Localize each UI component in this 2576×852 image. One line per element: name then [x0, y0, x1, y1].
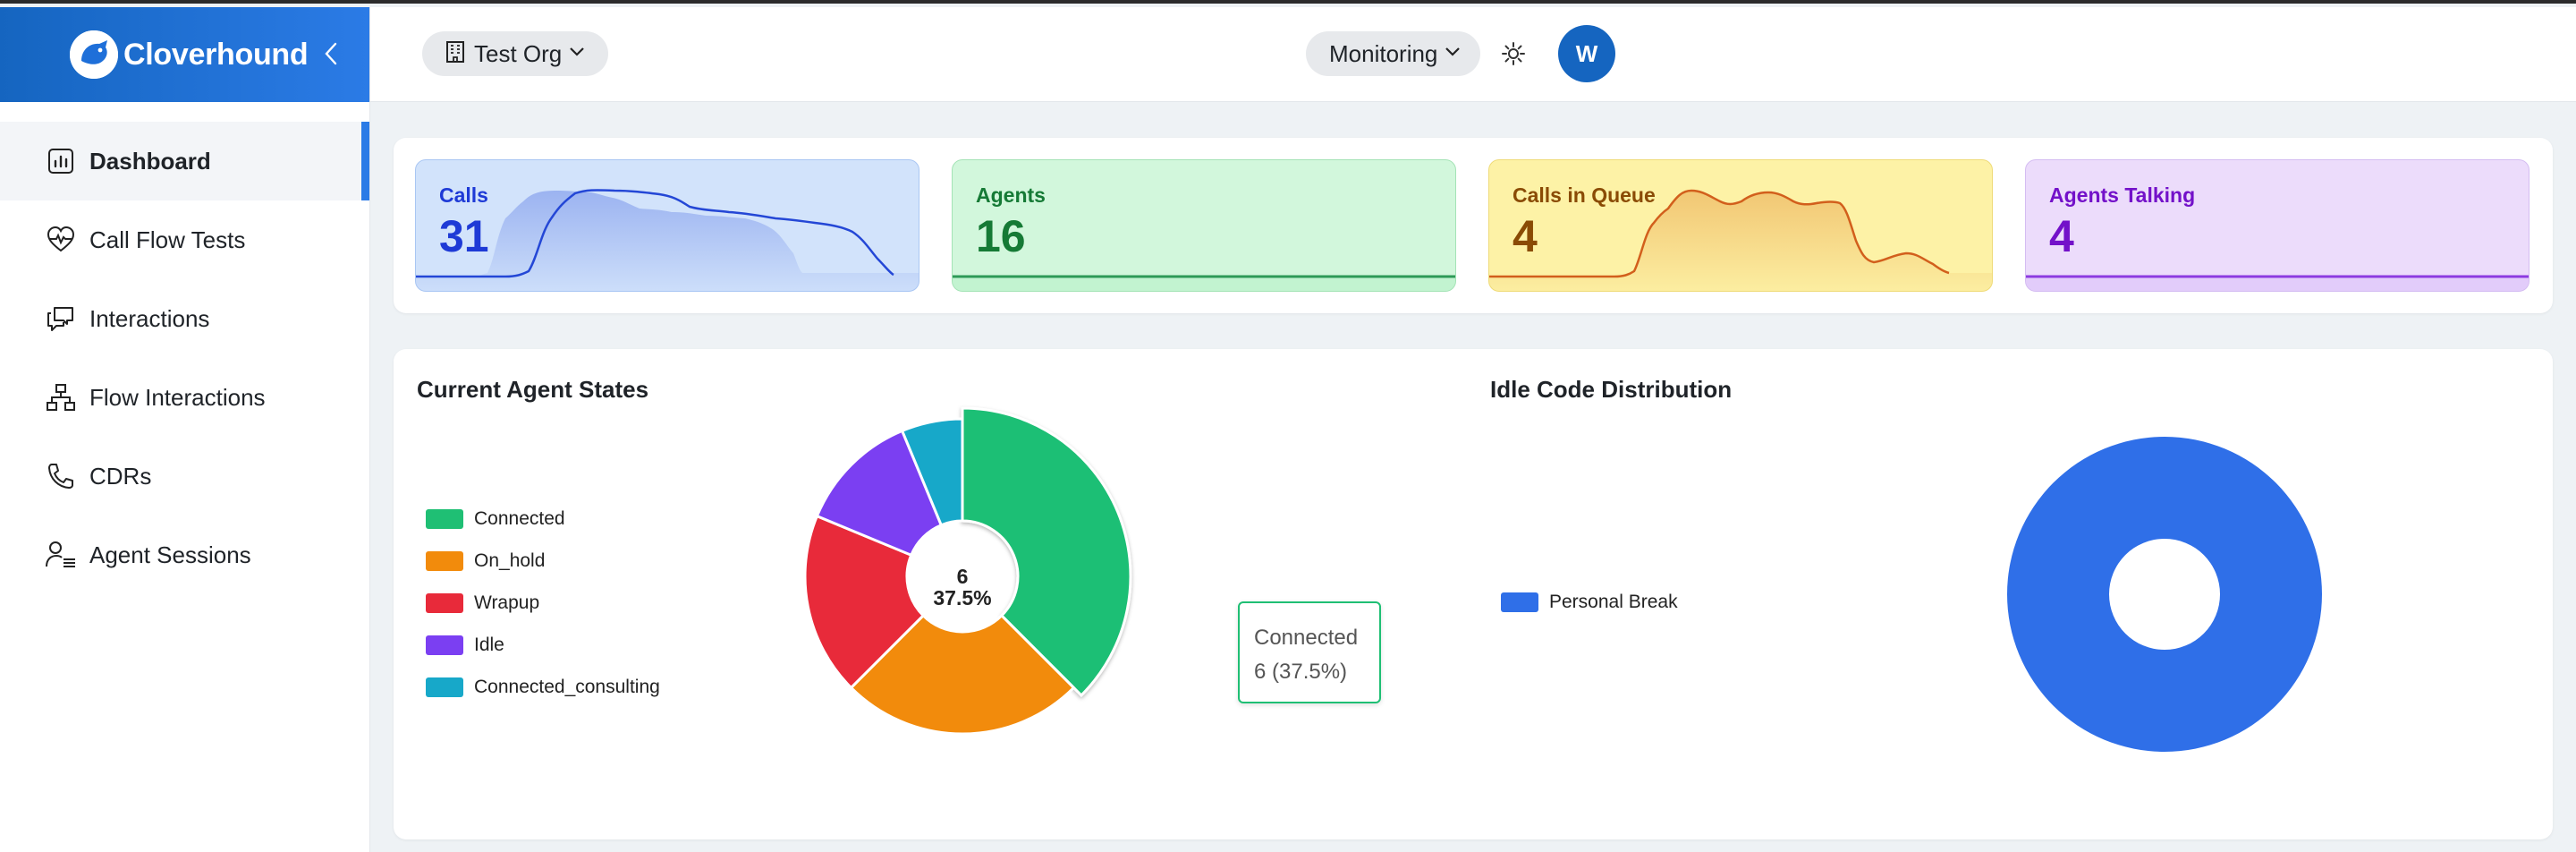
legend-item[interactable]: Personal Break — [1501, 581, 1678, 623]
agent-states-legend: Connected On_hold Wrapup Idle Connected_cons… — [426, 498, 660, 708]
pie-center-percent: 37.5% — [933, 586, 991, 609]
agents-talking-sparkline — [2026, 275, 2529, 291]
brand-name: Cloverhound — [123, 37, 309, 72]
stat-label: Calls in Queue — [1513, 183, 1656, 207]
legend-swatch — [1501, 592, 1538, 612]
chat-bubbles-icon — [45, 302, 77, 335]
legend-item[interactable]: On_hold — [426, 540, 660, 582]
legend-label: Personal Break — [1549, 591, 1678, 612]
sidebar-item-label: CDRs — [89, 462, 152, 490]
sitemap-icon — [45, 381, 77, 413]
stat-label: Agents Talking — [2049, 183, 2196, 207]
pie-slice[interactable] — [900, 417, 964, 527]
calls-sparkline — [416, 189, 919, 291]
stats-panel: Calls 31 Agents 16 Calls in Queue 4 Agen… — [394, 138, 2553, 313]
legend-swatch — [426, 635, 463, 655]
stat-card-calls[interactable]: Calls 31 — [415, 159, 919, 292]
stat-value: 16 — [976, 211, 1026, 261]
charts-panel: Current Agent States Connected On_hold Wra… — [394, 349, 2553, 839]
sidebar-item-dashboard[interactable]: Dashboard — [0, 122, 369, 200]
stat-card-calls-in-queue[interactable]: Calls in Queue 4 — [1488, 159, 1993, 292]
tooltip-label: Connected — [1254, 626, 1359, 650]
legend-item[interactable]: Wrapup — [426, 582, 660, 624]
idle-codes-pie-chart[interactable] — [2004, 433, 2326, 755]
legend-item[interactable]: Connected — [426, 498, 660, 540]
building-icon — [445, 40, 465, 68]
pie-slice[interactable] — [849, 613, 1076, 736]
sun-icon — [1502, 42, 1525, 65]
sidebar-item-label: Interactions — [89, 304, 210, 332]
stat-value: 31 — [439, 211, 489, 261]
org-selector[interactable]: Test Org — [422, 31, 609, 76]
phone-icon — [45, 460, 77, 492]
legend-item[interactable]: Connected_consulting — [426, 666, 660, 708]
brand-header: Cloverhound — [0, 7, 369, 102]
idle-codes-legend: Personal Break — [1501, 581, 1678, 623]
org-selector-label: Test Org — [474, 39, 563, 67]
cloverhound-logo-icon — [70, 30, 118, 79]
legend-item[interactable]: Idle — [426, 624, 660, 666]
pie-slice[interactable] — [815, 429, 944, 558]
avatar[interactable]: W — [1558, 25, 1615, 82]
sidebar-item-call-flow-tests[interactable]: Call Flow Tests — [0, 200, 369, 279]
stat-label: Agents — [976, 183, 1046, 207]
chevron-left-icon — [325, 42, 337, 65]
sidebar-item-cdrs[interactable]: CDRs — [0, 437, 369, 515]
chevron-down-icon — [569, 46, 585, 62]
sidebar-nav: Dashboard Call Flow Tests Interactions F… — [0, 122, 369, 594]
chevron-down-icon — [1445, 46, 1461, 62]
agent-states-pie-chart[interactable]: 6 37.5% — [803, 403, 1132, 761]
legend-label: Wrapup — [474, 592, 540, 613]
user-list-icon — [45, 539, 77, 571]
sidebar-item-label: Dashboard — [89, 147, 211, 175]
legend-label: On_hold — [474, 550, 546, 571]
legend-label: Idle — [474, 634, 504, 655]
sidebar-item-flow-interactions[interactable]: Flow Interactions — [0, 358, 369, 437]
sidebar: Cloverhound Dashboard Call Flow Tests In… — [0, 7, 370, 852]
legend-swatch — [426, 592, 463, 613]
stat-label: Calls — [439, 183, 488, 207]
legend-swatch — [426, 677, 463, 697]
bar-chart-icon — [45, 145, 77, 177]
legend-swatch — [426, 508, 463, 529]
calls-in-queue-sparkline — [1489, 189, 1992, 291]
agents-sparkline — [953, 275, 1455, 291]
collapse-sidebar-button[interactable] — [318, 38, 344, 70]
pie-center-value: 6 — [957, 565, 969, 588]
top-header: Test Org Monitoring W — [370, 7, 2576, 102]
stat-card-agents-talking[interactable]: Agents Talking 4 — [2025, 159, 2529, 292]
pie-slice[interactable] — [2007, 437, 2322, 752]
sidebar-item-label: Call Flow Tests — [89, 226, 246, 253]
pie-tooltip: Connected 6 (37.5%) — [1238, 601, 1381, 703]
legend-swatch — [426, 550, 463, 571]
legend-label: Connected_consulting — [474, 676, 660, 697]
sidebar-item-label: Agent Sessions — [89, 541, 251, 568]
agent-states-chart-title: Current Agent States — [417, 376, 649, 403]
sidebar-item-label: Flow Interactions — [89, 383, 266, 411]
stat-value: 4 — [2049, 211, 2074, 261]
stat-card-agents[interactable]: Agents 16 — [952, 159, 1456, 292]
sidebar-item-agent-sessions[interactable]: Agent Sessions — [0, 515, 369, 594]
stat-value: 4 — [1513, 211, 1538, 261]
pie-slice[interactable] — [961, 406, 1132, 698]
idle-codes-chart-title: Idle Code Distribution — [1490, 376, 1733, 403]
theme-toggle-button[interactable] — [1499, 39, 1528, 68]
legend-label: Connected — [474, 507, 565, 529]
tooltip-value: 6 (37.5%) — [1254, 660, 1348, 684]
pie-slice[interactable] — [803, 514, 926, 690]
heart-pulse-icon — [45, 224, 77, 256]
view-selector[interactable]: Monitoring — [1306, 31, 1481, 76]
view-selector-label: Monitoring — [1329, 39, 1438, 67]
sidebar-item-interactions[interactable]: Interactions — [0, 279, 369, 358]
